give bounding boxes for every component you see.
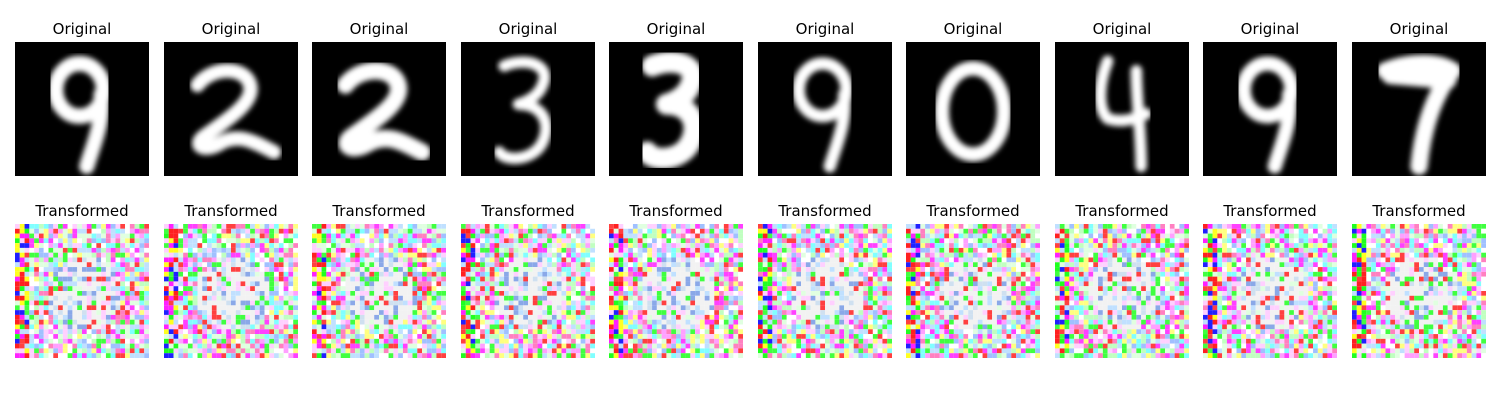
original-digit-image — [906, 42, 1040, 176]
panel-title-original: Original — [646, 20, 706, 38]
transformed-image — [461, 224, 595, 358]
original-digit-image — [1352, 42, 1486, 176]
panel-title-transformed: Transformed — [481, 202, 575, 220]
original-digit-image — [1203, 42, 1337, 176]
transformed-image — [1352, 224, 1486, 358]
transformed-image — [609, 224, 743, 358]
transformed-image — [15, 224, 149, 358]
panel-title-transformed: Transformed — [629, 202, 723, 220]
original-digit-image — [164, 42, 298, 176]
original-digit-image — [15, 42, 149, 176]
panel-title-original: Original — [795, 20, 855, 38]
original-digit-image — [1055, 42, 1189, 176]
panel-title-original: Original — [349, 20, 409, 38]
transformed-image — [906, 224, 1040, 358]
transformed-image — [758, 224, 892, 358]
transformed-image — [312, 224, 446, 358]
panel-title-transformed: Transformed — [1223, 202, 1317, 220]
panel-title-original: Original — [1389, 20, 1449, 38]
panel-title-original: Original — [1240, 20, 1300, 38]
transformed-image — [1203, 224, 1337, 358]
original-digit-image — [758, 42, 892, 176]
panel-title-original: Original — [943, 20, 1003, 38]
panel-title-original: Original — [498, 20, 558, 38]
panel-title-transformed: Transformed — [184, 202, 278, 220]
panel-title-transformed: Transformed — [778, 202, 872, 220]
original-digit-image — [609, 42, 743, 176]
transformed-image — [1055, 224, 1189, 358]
panel-title-original: Original — [52, 20, 112, 38]
panel-title-transformed: Transformed — [926, 202, 1020, 220]
panel-title-transformed: Transformed — [1372, 202, 1466, 220]
panel-title-transformed: Transformed — [35, 202, 129, 220]
transformed-image — [164, 224, 298, 358]
panel-title-original: Original — [201, 20, 261, 38]
panel-title-transformed: Transformed — [332, 202, 426, 220]
original-digit-image — [461, 42, 595, 176]
panel-title-transformed: Transformed — [1075, 202, 1169, 220]
panel-title-original: Original — [1092, 20, 1152, 38]
original-digit-image — [312, 42, 446, 176]
